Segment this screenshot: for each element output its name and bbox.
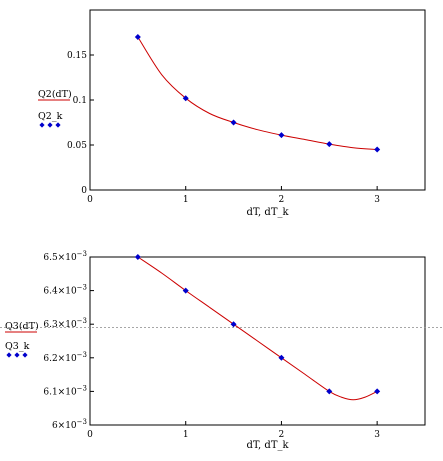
y-tick-label: 6.3×10−3 xyxy=(43,317,87,330)
y-tick-label: 6.1×10−3 xyxy=(43,384,87,397)
x-tick-label: 1 xyxy=(183,195,189,205)
data-point xyxy=(278,354,285,361)
y-tick-label: 6.2×10−3 xyxy=(43,351,87,364)
data-point xyxy=(182,95,189,102)
x-axis-label: dT, dT_k xyxy=(246,440,289,451)
data-point xyxy=(374,146,381,153)
legend-marker xyxy=(39,122,45,128)
data-point xyxy=(230,321,237,328)
data-point xyxy=(326,388,333,395)
legend-marker xyxy=(55,122,61,128)
plot-frame xyxy=(89,256,426,426)
data-point xyxy=(374,388,381,395)
x-tick-label: 1 xyxy=(183,430,189,440)
y-tick-label: 0.1 xyxy=(73,96,87,106)
legend-label: Q2(dT) xyxy=(38,89,72,100)
x-tick-label: 2 xyxy=(279,430,285,440)
legend-label: Q3(dT) xyxy=(5,321,39,332)
series-line-Q3(dT) xyxy=(137,256,378,401)
x-tick-label: 3 xyxy=(374,195,380,205)
legend-marker xyxy=(14,352,20,358)
data-point xyxy=(326,141,333,148)
legend: Q2(dT) Q2_k xyxy=(38,89,72,128)
y-tick-label: 0 xyxy=(81,186,87,196)
y-tick-label: 6.4×10−3 xyxy=(43,284,87,297)
data-point xyxy=(278,132,285,139)
x-tick-label: 2 xyxy=(279,195,285,205)
y-tick-label: 0.15 xyxy=(67,51,87,61)
x-axis-label: dT, dT_k xyxy=(246,207,289,218)
legend-marker xyxy=(22,352,28,358)
data-point xyxy=(134,254,141,260)
chart-1: 0 1 2 3 0 0.05 0.1 0.15 Q2(dT) Q2_k dT, dT_k xyxy=(38,9,426,218)
data-point xyxy=(134,34,141,40)
legend-label: Q2_k xyxy=(38,111,63,122)
legend: Q3(dT) Q3_k xyxy=(5,321,39,358)
y-tick-label: 0.05 xyxy=(67,141,87,151)
x-tick-label: 0 xyxy=(87,430,93,440)
series-line-Q2(dT) xyxy=(137,36,378,150)
legend-label: Q3_k xyxy=(5,341,30,352)
y-tick-label: 6×10−3 xyxy=(52,418,87,431)
chart-2: 0 1 2 3 6×10−3 6.1×10−3 6.2×10−3 6.3×10−3 6.4×10… xyxy=(0,250,443,451)
data-point xyxy=(230,119,237,126)
x-tick-label: 3 xyxy=(374,430,380,440)
x-tick-label: 0 xyxy=(87,195,93,205)
legend-marker xyxy=(47,122,53,128)
y-tick-label: 6.5×10−3 xyxy=(43,250,87,263)
data-point xyxy=(182,287,189,294)
legend-marker xyxy=(6,352,12,358)
